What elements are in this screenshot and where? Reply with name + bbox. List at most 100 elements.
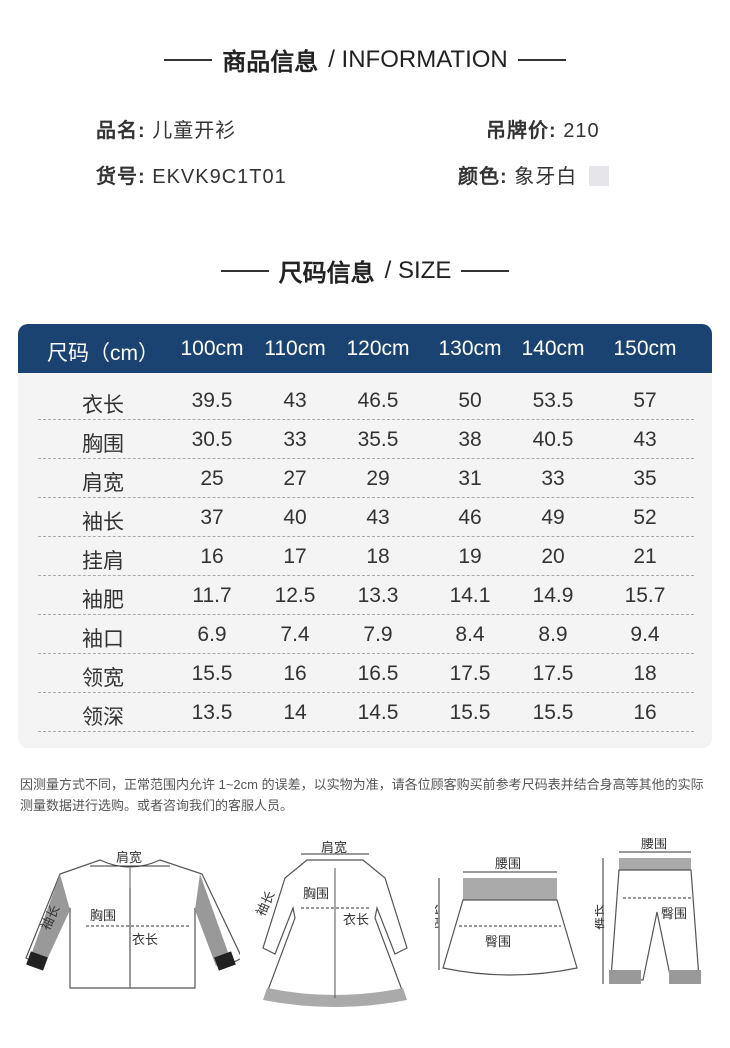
pants-diagram: 腰围 臀围 裤长 bbox=[595, 838, 701, 984]
svg-text:臀围: 臀围 bbox=[661, 906, 687, 921]
row-label: 领深 bbox=[82, 706, 124, 729]
table-cell: 46.5 bbox=[357, 389, 399, 412]
row-label: 袖肥 bbox=[82, 589, 124, 612]
table-cell: 13.5 bbox=[191, 701, 233, 724]
row-label: 袖口 bbox=[82, 628, 124, 651]
table-row: 衣长 39.5 43 46.5 50 53.5 57 bbox=[38, 381, 694, 420]
row-label: 胸围 bbox=[82, 433, 124, 456]
table-cell: 43 bbox=[366, 506, 390, 529]
table-cell: 19 bbox=[458, 545, 482, 568]
table-cell: 21 bbox=[633, 545, 657, 568]
table-cell: 53.5 bbox=[532, 389, 574, 412]
table-cell: 14.5 bbox=[357, 701, 399, 724]
table-row: 挂肩 16 17 18 19 20 21 bbox=[38, 537, 694, 576]
table-cell: 31 bbox=[458, 467, 482, 490]
row-label: 领宽 bbox=[82, 667, 124, 690]
table-cell: 25 bbox=[200, 467, 224, 490]
table-cell: 18 bbox=[633, 662, 657, 685]
table-cell: 14 bbox=[283, 701, 307, 724]
table-cell: 43 bbox=[283, 389, 307, 412]
svg-text:裤长: 裤长 bbox=[595, 904, 606, 930]
table-cell: 11.7 bbox=[192, 584, 232, 607]
table-row: 肩宽 25 27 29 31 33 35 bbox=[38, 459, 694, 498]
table-row: 领宽 15.5 16 16.5 17.5 17.5 18 bbox=[38, 654, 694, 693]
svg-text:裙长: 裙长 bbox=[435, 904, 440, 930]
table-cell: 49 bbox=[541, 506, 565, 529]
svg-text:胸围: 胸围 bbox=[90, 908, 116, 923]
table-cell: 33 bbox=[283, 428, 307, 451]
table-cell: 15.5 bbox=[191, 662, 233, 685]
cardigan-diagram: 肩宽 胸围 衣长 袖长 bbox=[25, 850, 240, 989]
svg-text:臀围: 臀围 bbox=[485, 934, 511, 949]
table-cell: 15.5 bbox=[449, 701, 491, 724]
table-cell: 43 bbox=[633, 428, 657, 451]
table-cell: 52 bbox=[633, 506, 657, 529]
row-label: 衣长 bbox=[82, 394, 124, 417]
table-cell: 14.9 bbox=[532, 584, 574, 607]
table-row: 袖口 6.9 7.4 7.9 8.4 8.9 9.4 bbox=[38, 615, 694, 654]
table-cell: 33 bbox=[541, 467, 565, 490]
column-header: 150cm bbox=[613, 337, 677, 360]
size-section-title: 尺码信息 / SIZE bbox=[0, 253, 730, 288]
skirt-diagram: 腰围 臀围 裙长 bbox=[435, 856, 578, 976]
table-cell: 20 bbox=[541, 545, 565, 568]
color-swatch bbox=[589, 166, 610, 186]
table-cell: 13.3 bbox=[357, 584, 399, 607]
info-section-title: 商品信息 / INFORMATION bbox=[0, 42, 730, 77]
divider bbox=[164, 58, 213, 61]
table-cell: 50 bbox=[458, 389, 482, 412]
table-cell: 35.5 bbox=[357, 428, 399, 451]
table-cell: 7.9 bbox=[363, 623, 393, 646]
table-cell: 57 bbox=[633, 389, 657, 412]
table-cell: 7.4 bbox=[280, 623, 310, 646]
column-header: 130cm bbox=[438, 337, 502, 360]
table-cell: 12.5 bbox=[274, 584, 316, 607]
table-cell: 15.7 bbox=[624, 584, 666, 607]
table-cell: 9.4 bbox=[630, 623, 660, 646]
table-cell: 40.5 bbox=[532, 428, 574, 451]
svg-text:腰围: 腰围 bbox=[495, 856, 521, 871]
divider bbox=[220, 269, 269, 272]
column-header: 100cm bbox=[180, 337, 244, 360]
svg-text:衣长: 衣长 bbox=[343, 912, 369, 927]
table-row: 袖肥 11.7 12.5 13.3 14.1 14.9 15.7 bbox=[38, 576, 694, 615]
svg-text:肩宽: 肩宽 bbox=[116, 850, 142, 865]
color: 颜色: 象牙白 bbox=[458, 160, 610, 189]
table-cell: 29 bbox=[366, 467, 390, 490]
svg-text:腰围: 腰围 bbox=[641, 838, 667, 851]
table-cell: 46 bbox=[458, 506, 482, 529]
table-cell: 35 bbox=[633, 467, 657, 490]
table-cell: 27 bbox=[283, 467, 307, 490]
table-cell: 17.5 bbox=[532, 662, 574, 685]
table-row: 胸围 30.5 33 35.5 38 40.5 43 bbox=[38, 420, 694, 459]
row-label: 肩宽 bbox=[82, 472, 124, 495]
product-name: 品名: 儿童开衫 bbox=[96, 120, 237, 142]
measurement-note: 因测量方式不同，正常范围内允许 1~2cm 的误差，以实物为准，请各位顾客购买前… bbox=[20, 777, 704, 813]
divider bbox=[461, 269, 510, 272]
column-header: 140cm bbox=[521, 337, 585, 360]
table-cell: 17.5 bbox=[449, 662, 491, 685]
table-row: 袖长 37 40 43 46 49 52 bbox=[38, 498, 694, 537]
size-header-label: 尺码（cm） bbox=[47, 342, 159, 365]
table-cell: 18 bbox=[366, 545, 390, 568]
tag-price: 吊牌价: 210 bbox=[486, 120, 600, 142]
column-header: 110cm bbox=[264, 337, 326, 360]
table-cell: 14.1 bbox=[449, 584, 491, 607]
table-cell: 40 bbox=[283, 506, 307, 529]
sku: 货号: EKVK9C1T01 bbox=[96, 166, 287, 188]
table-cell: 16 bbox=[633, 701, 657, 724]
table-header: 尺码（cm） 100cm 110cm 120cm 130cm 140cm 150cm bbox=[18, 324, 712, 373]
divider bbox=[517, 58, 566, 61]
svg-text:肩宽: 肩宽 bbox=[321, 840, 347, 855]
table-cell: 17 bbox=[283, 545, 307, 568]
table-row: 领深 13.5 14 14.5 15.5 15.5 16 bbox=[38, 693, 694, 732]
table-cell: 30.5 bbox=[191, 428, 233, 451]
table-cell: 15.5 bbox=[532, 701, 574, 724]
row-label: 挂肩 bbox=[82, 550, 124, 573]
table-cell: 16.5 bbox=[357, 662, 399, 685]
table-cell: 16 bbox=[283, 662, 307, 685]
table-cell: 8.4 bbox=[455, 623, 485, 646]
dress-diagram: 肩宽 胸围 衣长 袖长 bbox=[253, 840, 408, 1007]
row-label: 袖长 bbox=[82, 511, 124, 534]
table-cell: 38 bbox=[458, 428, 482, 451]
